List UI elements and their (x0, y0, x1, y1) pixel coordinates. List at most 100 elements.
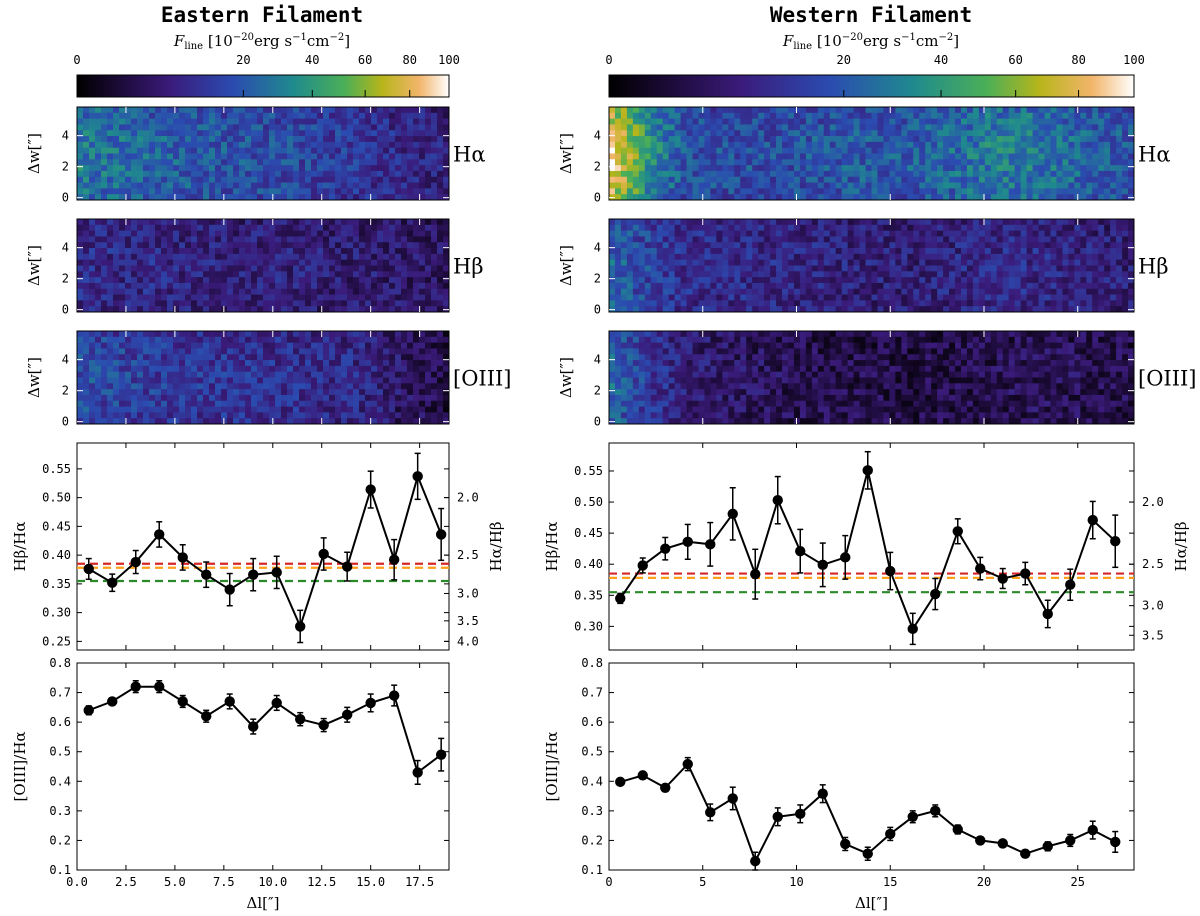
western-halpha-map (609, 107, 1135, 201)
data-point (1065, 835, 1076, 846)
data-point (615, 776, 626, 788)
colorbar-tick-label: 40 (305, 53, 319, 67)
data-point (318, 719, 329, 731)
xtick-label: 15.0 (356, 875, 385, 889)
map-frame (76, 218, 450, 313)
xtick-label: 10 (789, 875, 803, 889)
ylabel: [OIII]/Hα (543, 731, 561, 801)
data-point (435, 749, 447, 760)
colorbar-tick-label: 20 (236, 53, 250, 67)
data-point (1087, 514, 1098, 526)
map-ytick-label: 2 (594, 384, 601, 398)
map-ylabel: Δw[″] (25, 245, 43, 286)
ytick-label: 0.8 (49, 656, 71, 670)
ylabel: Hβ/Hα (543, 521, 561, 571)
map-line-label: Hβ (1138, 255, 1168, 279)
ytick-label: 0.1 (581, 863, 603, 877)
plot-frame (608, 442, 1135, 651)
ytick-label: 0.6 (581, 715, 603, 729)
map-ytick-label: 4 (62, 241, 69, 255)
ytick-label: 0.5 (49, 745, 71, 759)
data-point (1087, 824, 1098, 836)
map-ytick-label: 4 (62, 129, 69, 143)
ytick-label: 0.35 (574, 588, 603, 602)
data-point (388, 554, 400, 565)
data-point (295, 621, 306, 632)
eastern-colorbar-label: Fline [10−20erg s−1cm−2] (173, 32, 350, 52)
data-point (224, 584, 235, 595)
map-ytick-label: 0 (594, 303, 601, 317)
data-point (997, 573, 1008, 584)
ytick-label: 0.3 (49, 804, 71, 818)
ytick-label: 0.50 (574, 495, 603, 509)
data-point (750, 855, 761, 867)
colorbar-tick-label: 80 (1071, 53, 1085, 67)
western-colorbar-label: Fline [10−20erg s−1cm−2] (782, 32, 959, 52)
xtick-label: 5.0 (164, 875, 186, 889)
data-point (930, 805, 941, 817)
data-point (885, 828, 896, 840)
ytick-label: 0.30 (574, 619, 603, 633)
western-hbeta-map (609, 219, 1135, 313)
map-frame (608, 330, 1135, 425)
right-tick-label: 3.0 (457, 586, 479, 600)
map-frame (608, 106, 1135, 201)
map-line-label: [OIII] (1138, 367, 1197, 391)
ylabel: Hβ/Hα (11, 521, 29, 571)
map-frame (76, 330, 450, 425)
data-point (772, 811, 783, 822)
data-point (388, 690, 400, 701)
map-ylabel: Δw[″] (25, 133, 43, 174)
data-point (907, 623, 918, 635)
map-ytick-label: 4 (594, 241, 601, 255)
data-point (840, 552, 851, 563)
eastern-colorbar (76, 74, 450, 98)
right-ylabel: Hα/Hβ (1172, 521, 1190, 571)
colorbar-tick-label: 60 (1008, 53, 1022, 67)
xtick-label: 12.5 (307, 875, 336, 889)
eastern-halpha-map (77, 107, 450, 201)
data-point (682, 758, 693, 770)
plot-frame (608, 662, 1135, 871)
ytick-label: 0.25 (42, 634, 71, 648)
ytick-label: 0.40 (42, 548, 71, 562)
map-ylabel: Δw[″] (25, 357, 43, 398)
xtick-label: 17.5 (405, 875, 434, 889)
western-colorbar (608, 74, 1135, 98)
ytick-label: 0.45 (574, 526, 603, 540)
map-ytick-label: 2 (594, 272, 601, 286)
ytick-label: 0.7 (581, 686, 603, 700)
data-point (997, 838, 1008, 849)
ytick-label: 0.2 (581, 833, 603, 847)
data-point (177, 552, 188, 563)
eastern-oiiiha-plot: 0.1 0.2 0.3 0.4 0.5 0.6 0.7 0.8 0.0 2.5 5.0 7.5 10.0… (11, 656, 450, 912)
right-tick-label: 4.0 (457, 634, 479, 648)
western-oiii-map (609, 331, 1135, 425)
data-point (177, 696, 188, 707)
data-point (248, 721, 259, 732)
data-point (201, 711, 212, 722)
right-tick-label: 2.0 (1142, 495, 1164, 509)
data-point (1020, 568, 1031, 579)
data-point (201, 569, 212, 580)
data-point (817, 559, 828, 571)
western-oiiiha-plot: 0.1 0.2 0.3 0.4 0.5 0.6 0.7 0.8 0 5 10 15 20 25 [OIII]… (543, 656, 1135, 912)
xtick-label: 2.5 (115, 875, 137, 889)
ytick-label: 0.45 (42, 519, 71, 533)
xtick-label: 20 (977, 875, 991, 889)
data-point (83, 563, 94, 575)
data-point (365, 484, 376, 495)
ytick-label: 0.5 (581, 745, 603, 759)
data-point (817, 788, 828, 799)
eastern-title: Eastern Filament (161, 3, 363, 27)
xlabel: Δl[″] (247, 894, 280, 912)
map-ytick-label: 0 (62, 191, 69, 205)
data-point (952, 824, 963, 835)
map-ytick-label: 4 (594, 353, 601, 367)
ytick-label: 0.40 (574, 557, 603, 571)
data-point (154, 529, 165, 540)
xtick-label: 10.0 (258, 875, 287, 889)
map-ytick-label: 0 (594, 191, 601, 205)
xtick-label: 0 (605, 875, 612, 889)
ytick-label: 0.30 (42, 606, 71, 620)
